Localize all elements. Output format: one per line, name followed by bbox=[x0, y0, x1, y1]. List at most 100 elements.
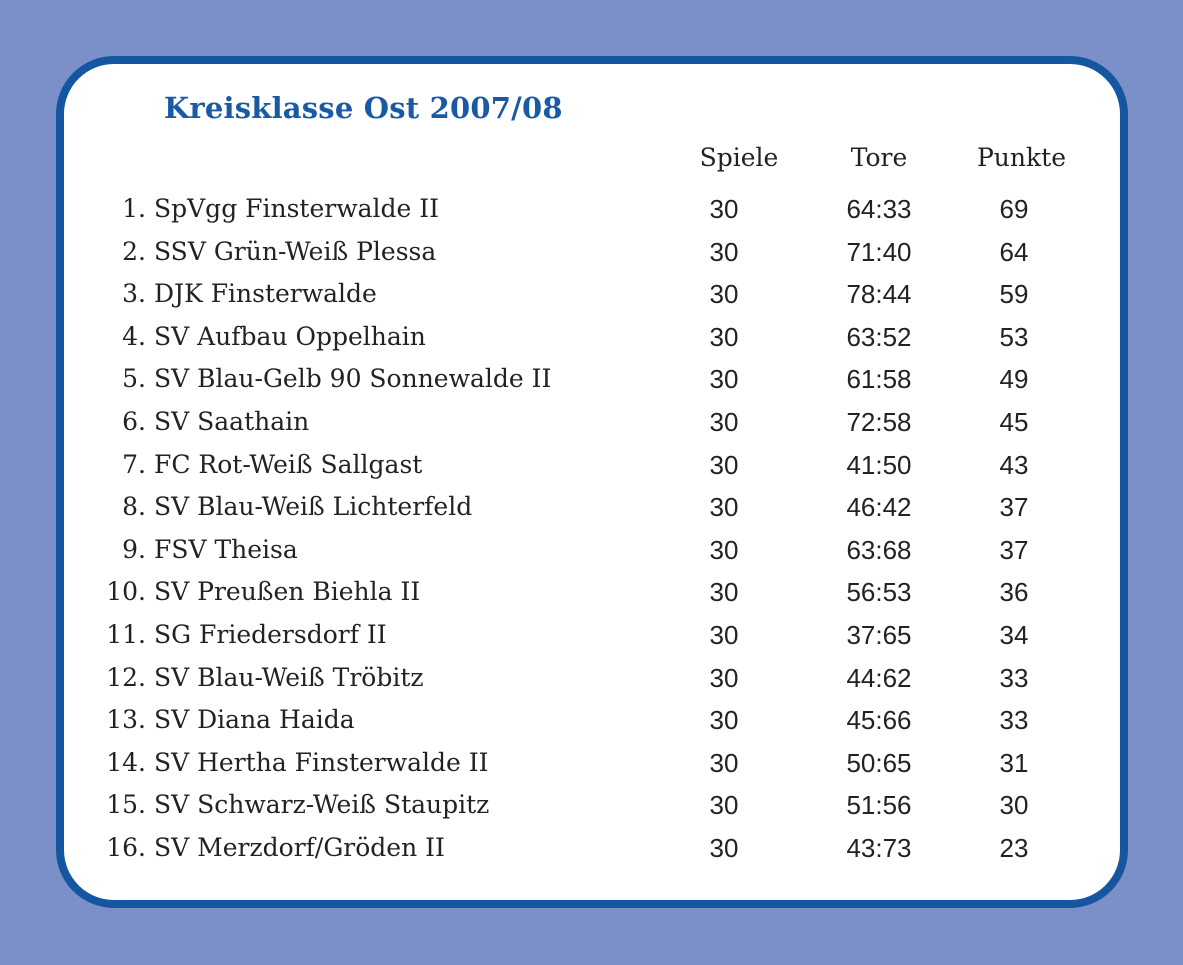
games-played: 30 bbox=[709, 321, 739, 352]
team-name: SV Diana Haida bbox=[154, 705, 355, 735]
points: 23 bbox=[999, 832, 1029, 863]
points: 37 bbox=[999, 492, 1029, 523]
points: 33 bbox=[999, 705, 1029, 736]
team-name: SV Saathain bbox=[154, 406, 310, 436]
games-played: 30 bbox=[709, 279, 739, 310]
table-row: 7. FC Rot-Weiß Sallgast 30 41:50 43 bbox=[64, 446, 1120, 489]
table-row: 1. SpVgg Finsterwalde II 30 64:33 69 bbox=[64, 190, 1120, 233]
rank: 7. bbox=[122, 449, 146, 479]
rank: 13. bbox=[106, 705, 146, 735]
team-name: SSV Grün-Weiß Plessa bbox=[154, 236, 437, 266]
points: 33 bbox=[999, 662, 1029, 693]
team-name: FSV Theisa bbox=[154, 534, 298, 564]
team-name: SV Blau-Gelb 90 Sonnewalde II bbox=[154, 364, 552, 394]
table-row: 3. DJK Finsterwalde 30 78:44 59 bbox=[64, 275, 1120, 318]
goals: 41:50 bbox=[846, 449, 912, 480]
goals: 37:65 bbox=[846, 619, 912, 650]
points: 30 bbox=[999, 790, 1029, 821]
points: 59 bbox=[999, 279, 1029, 310]
team-name: SV Aufbau Oppelhain bbox=[154, 321, 426, 351]
games-played: 30 bbox=[709, 747, 739, 778]
points: 45 bbox=[999, 406, 1029, 437]
games-played: 30 bbox=[709, 534, 739, 565]
games-played: 30 bbox=[709, 194, 739, 224]
goals: 63:68 bbox=[846, 534, 912, 565]
rank: 4. bbox=[122, 321, 146, 351]
table-row: 5. SV Blau-Gelb 90 Sonnewalde II 30 61:58 49 bbox=[64, 360, 1120, 403]
table-row: 8. SV Blau-Weiß Lichterfeld 30 46:42 37 bbox=[64, 488, 1120, 531]
table-row: 14. SV Hertha Finsterwalde II 30 50:65 31 bbox=[64, 744, 1120, 787]
team-name: SV Blau-Weiß Lichterfeld bbox=[154, 492, 473, 522]
goals: 51:56 bbox=[846, 790, 912, 821]
goals: 61:58 bbox=[846, 364, 912, 395]
points: 64 bbox=[999, 236, 1029, 267]
rank: 16. bbox=[106, 832, 146, 862]
table-row: 6. SV Saathain 30 72:58 45 bbox=[64, 403, 1120, 446]
points: 37 bbox=[999, 534, 1029, 565]
standings-table: 1. SpVgg Finsterwalde II 30 64:33 69 2. SSV G… bbox=[64, 190, 1120, 872]
goals: 45:66 bbox=[846, 705, 912, 736]
games-played: 30 bbox=[709, 236, 739, 267]
rank: 9. bbox=[122, 534, 146, 564]
games-played: 30 bbox=[709, 492, 739, 523]
goals: 43:73 bbox=[846, 832, 912, 863]
goals: 78:44 bbox=[846, 279, 912, 310]
table-row: 12. SV Blau-Weiß Tröbitz 30 44:62 33 bbox=[64, 659, 1120, 702]
team-name: SV Schwarz-Weiß Staupitz bbox=[154, 790, 490, 820]
points: 36 bbox=[999, 577, 1029, 608]
points: 34 bbox=[999, 619, 1029, 650]
points: 49 bbox=[999, 364, 1029, 395]
rank: 2. bbox=[122, 236, 146, 266]
team-name: SG Friedersdorf II bbox=[154, 619, 387, 649]
points: 69 bbox=[999, 194, 1029, 224]
games-played: 30 bbox=[709, 619, 739, 650]
rank: 8. bbox=[122, 492, 146, 522]
games-played: 30 bbox=[709, 577, 739, 608]
table-row: 11. SG Friedersdorf II 30 37:65 34 bbox=[64, 616, 1120, 659]
table-row: 4. SV Aufbau Oppelhain 30 63:52 53 bbox=[64, 318, 1120, 361]
goals: 50:65 bbox=[846, 747, 912, 778]
team-name: FC Rot-Weiß Sallgast bbox=[154, 449, 423, 479]
team-name: SpVgg Finsterwalde II bbox=[154, 194, 439, 223]
table-row: 16. SV Merzdorf/Gröden II 30 43:73 23 bbox=[64, 829, 1120, 872]
goals: 71:40 bbox=[846, 236, 912, 267]
team-name: DJK Finsterwalde bbox=[154, 279, 377, 309]
table-row: 15. SV Schwarz-Weiß Staupitz 30 51:56 30 bbox=[64, 786, 1120, 829]
column-header-points: Punkte bbox=[976, 143, 1066, 172]
games-played: 30 bbox=[709, 705, 739, 736]
goals: 64:33 bbox=[846, 194, 912, 224]
table-row: 10. SV Preußen Biehla II 30 56:53 36 bbox=[64, 573, 1120, 616]
team-name: SV Hertha Finsterwalde II bbox=[154, 747, 489, 777]
column-header-goals: Tore bbox=[850, 143, 908, 172]
rank: 14. bbox=[106, 747, 146, 777]
goals: 46:42 bbox=[846, 492, 912, 523]
rank: 12. bbox=[106, 662, 146, 692]
rank: 6. bbox=[122, 406, 146, 436]
team-name: SV Merzdorf/Gröden II bbox=[154, 832, 445, 862]
games-played: 30 bbox=[709, 662, 739, 693]
goals: 63:52 bbox=[846, 321, 912, 352]
goals: 72:58 bbox=[846, 406, 912, 437]
table-row: 13. SV Diana Haida 30 45:66 33 bbox=[64, 701, 1120, 744]
table-row: 9. FSV Theisa 30 63:68 37 bbox=[64, 531, 1120, 574]
table-row: 2. SSV Grün-Weiß Plessa 30 71:40 64 bbox=[64, 233, 1120, 276]
rank: 11. bbox=[106, 619, 146, 649]
rank: 1. bbox=[122, 194, 146, 223]
games-played: 30 bbox=[709, 364, 739, 395]
points: 43 bbox=[999, 449, 1029, 480]
goals: 44:62 bbox=[846, 662, 912, 693]
points: 31 bbox=[999, 747, 1029, 778]
games-played: 30 bbox=[709, 449, 739, 480]
rank: 10. bbox=[106, 577, 146, 607]
column-header-games: Spiele bbox=[699, 143, 779, 172]
standings-card: Kreisklasse Ost 2007/08 Spiele Tore Punk… bbox=[56, 56, 1128, 908]
games-played: 30 bbox=[709, 832, 739, 863]
team-name: SV Blau-Weiß Tröbitz bbox=[154, 662, 424, 692]
rank: 15. bbox=[106, 790, 146, 820]
rank: 3. bbox=[122, 279, 146, 309]
rank: 5. bbox=[122, 364, 146, 394]
games-played: 30 bbox=[709, 406, 739, 437]
team-name: SV Preußen Biehla II bbox=[154, 577, 421, 607]
goals: 56:53 bbox=[846, 577, 912, 608]
points: 53 bbox=[999, 321, 1029, 352]
